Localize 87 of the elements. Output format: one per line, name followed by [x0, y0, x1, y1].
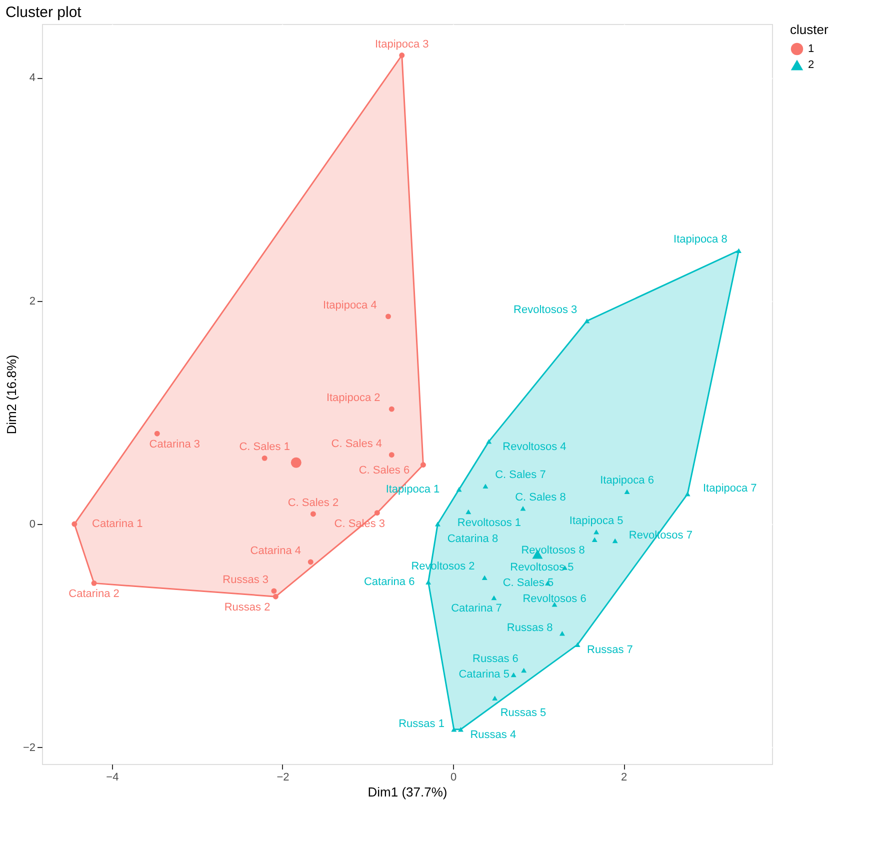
point [388, 406, 394, 412]
point [72, 521, 78, 527]
point [456, 487, 462, 492]
data-label: Russas 2 [224, 602, 270, 614]
point [434, 522, 440, 526]
point [521, 668, 527, 673]
data-label: Russas 3 [222, 574, 268, 586]
data-label: Russas 1 [398, 718, 444, 730]
data-label: Itapipoca 5 [569, 514, 624, 527]
point [399, 52, 405, 58]
point [592, 537, 598, 542]
data-label: Itapipoca 2 [326, 392, 380, 404]
point [272, 594, 278, 600]
data-label: Itapipoca 6 [600, 474, 654, 487]
data-label: Catarina 5 [458, 668, 510, 681]
point [91, 580, 97, 586]
data-label: C. Sales 1 [239, 441, 290, 454]
point [584, 318, 590, 324]
point [594, 529, 600, 534]
data-label: Russas 6 [472, 653, 518, 666]
point [271, 588, 277, 594]
data-label: Itapipoca 8 [674, 234, 728, 246]
data-label: Revoltosos 6 [522, 592, 586, 605]
data-label: Revoltosos 3 [514, 304, 578, 316]
y-tick-label: −2 [22, 742, 36, 754]
point [290, 457, 302, 468]
x-tick-label: −4 [106, 772, 119, 784]
x-tick-label: 0 [450, 772, 457, 784]
data-label: C. Sales 7 [495, 469, 546, 482]
data-label: Itapipoca 3 [374, 38, 429, 50]
data-label: Catarina 3 [149, 438, 200, 451]
point [486, 439, 492, 444]
data-label: C. Sales 8 [515, 491, 566, 504]
point [736, 248, 742, 253]
data-label: Catarina 2 [68, 588, 120, 600]
point [482, 575, 488, 580]
point [308, 559, 314, 565]
point [612, 538, 618, 544]
point [420, 462, 426, 468]
y-tick-label: 2 [29, 295, 36, 308]
data-label: Catarina 1 [92, 518, 143, 530]
point [491, 595, 497, 600]
data-label: Itapipoca 4 [323, 299, 377, 312]
point [552, 602, 558, 607]
point [559, 631, 565, 636]
data-label: Revoltosos 5 [510, 562, 574, 574]
data-label: Russas 4 [470, 728, 516, 741]
x-tick-label: −2 [276, 772, 290, 784]
data-label: Catarina 7 [451, 602, 502, 615]
point [458, 727, 464, 732]
point [310, 511, 316, 517]
point [492, 696, 498, 701]
y-tick-label: 0 [29, 518, 36, 531]
data-label: Itapipoca 7 [702, 482, 757, 494]
y-tick-label: 4 [29, 72, 36, 84]
x-tick-label: 2 [621, 772, 628, 784]
data-label: Catarina 6 [364, 576, 415, 588]
data-label: Revoltosos 1 [457, 516, 521, 529]
y-axis-title: Dim2 (16.8%) [4, 354, 19, 434]
legend-label: 2 [808, 59, 814, 71]
legend-label: 1 [808, 43, 814, 55]
data-label: Russas 8 [506, 622, 553, 634]
chart-title: Cluster plot [5, 4, 82, 21]
data-label: C. Sales 2 [288, 496, 339, 509]
point [520, 506, 526, 511]
data-label: Russas 7 [587, 644, 633, 656]
data-label: C. Sales 6 [358, 464, 410, 476]
point [154, 430, 160, 436]
point [386, 314, 391, 320]
point [624, 489, 630, 494]
data-label: C. Sales 4 [331, 438, 382, 450]
point [426, 580, 432, 584]
data-label: Catarina 4 [250, 544, 302, 557]
point [451, 727, 457, 732]
x-axis-title: Dim1 (37.7%) [368, 784, 448, 800]
data-label: Revoltosos 4 [502, 440, 566, 453]
legend-title: cluster [790, 22, 829, 37]
point [262, 455, 268, 461]
data-label: Revoltosos 8 [521, 544, 585, 557]
data-label: Catarina 8 [447, 533, 498, 546]
point [482, 484, 488, 488]
point [388, 452, 394, 458]
data-label: Russas 5 [500, 707, 546, 720]
point [684, 492, 690, 496]
point [374, 510, 380, 516]
point [466, 509, 472, 514]
point [510, 672, 516, 678]
